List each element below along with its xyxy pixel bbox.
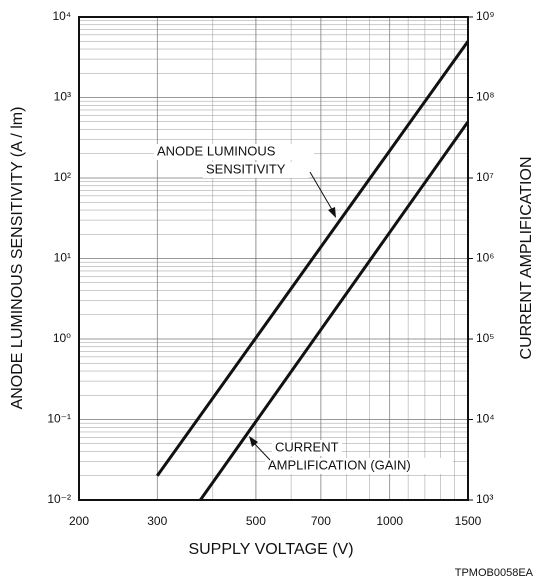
x-tick-label: 1500 xyxy=(455,514,482,528)
annotation-bg xyxy=(154,144,314,160)
series-line xyxy=(156,40,470,477)
annotation: AMPLIFICATION (GAIN) xyxy=(268,457,411,472)
annotation: CURRENT xyxy=(275,439,339,454)
x-tick-label: 1000 xyxy=(376,514,403,528)
footnote: TPMOB0058EA xyxy=(455,567,534,579)
leader xyxy=(309,171,335,214)
y2-tick-label: 10⁹ xyxy=(476,9,495,23)
y-tick-label: 10⁰ xyxy=(53,331,71,345)
y2-tick-label: 10⁸ xyxy=(476,90,494,104)
y-tick-label: 10³ xyxy=(54,90,71,104)
x-tick-label: 300 xyxy=(147,514,167,528)
x-tick-label: 200 xyxy=(69,514,89,528)
x-tick-label: 700 xyxy=(311,514,331,528)
annotation-bg xyxy=(272,440,342,456)
y-tick-label: 10² xyxy=(54,170,71,184)
y-axis-title: ANODE LUMINOUS SENSITIVITY (A / lm) xyxy=(9,107,26,410)
y2-tick-label: 10³ xyxy=(476,492,493,506)
y2-tick-label: 10⁵ xyxy=(476,331,494,345)
y2-axis-title: CURRENT AMPLIFICATION xyxy=(518,157,535,360)
y2-tick-label: 10⁴ xyxy=(476,412,495,426)
plot-frame xyxy=(78,16,469,501)
y-tick-label: 10⁻² xyxy=(47,492,71,506)
y-tick-label: 10¹ xyxy=(54,251,71,265)
annotation-bg xyxy=(203,162,309,178)
arrowhead xyxy=(249,436,258,447)
x-axis-title: SUPPLY VOLTAGE (V) xyxy=(188,541,353,558)
y2-tick-label: 10⁶ xyxy=(476,251,494,265)
series-line xyxy=(199,120,470,501)
arrowhead xyxy=(328,207,336,218)
y-tick-label: 10⁻¹ xyxy=(47,412,71,426)
y2-tick-label: 10⁷ xyxy=(476,170,494,184)
annotation-bg xyxy=(265,458,453,474)
y-tick-label: 10⁴ xyxy=(52,9,71,23)
x-tick-label: 500 xyxy=(246,514,266,528)
annotation: SENSITIVITY xyxy=(206,161,286,176)
annotation: ANODE LUMINOUS xyxy=(157,143,276,158)
